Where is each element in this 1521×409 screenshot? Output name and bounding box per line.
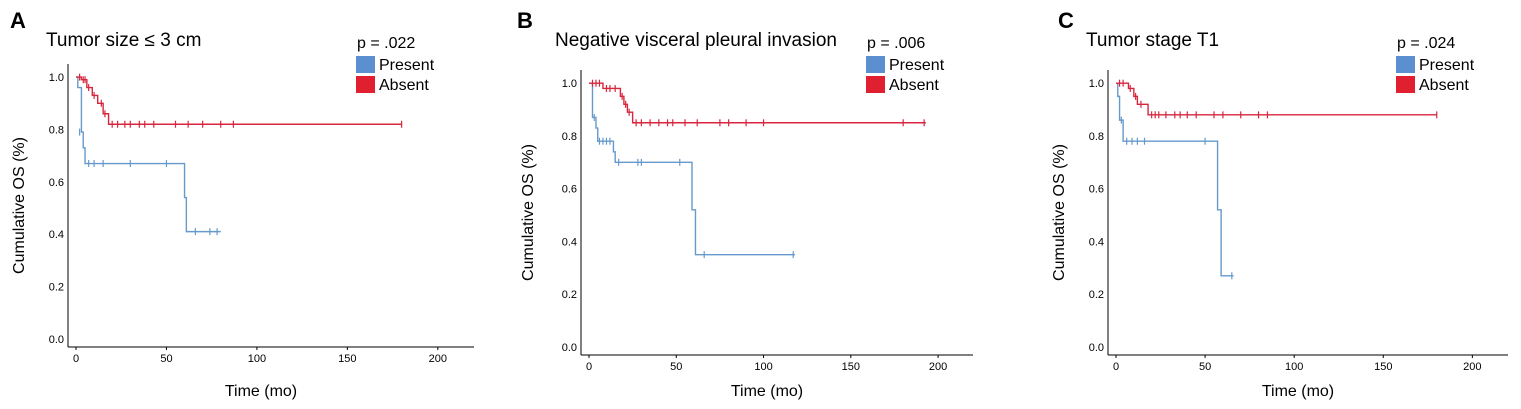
- chart-title: Tumor stage T1: [1086, 30, 1219, 51]
- y-tick-label: 0.2: [49, 282, 64, 294]
- x-tick-label: 150: [842, 361, 860, 373]
- x-tick-label: 50: [670, 361, 682, 373]
- panel-b: B Negative visceral pleural invasion 0.0 0.…: [517, 8, 973, 400]
- y-tick-label: 0.0: [49, 334, 64, 346]
- x-tick-label: 200: [1463, 361, 1481, 373]
- km-curve-absent: [589, 82, 926, 124]
- x-tick-label: 100: [248, 353, 266, 365]
- y-tick-label: 0.4: [49, 229, 64, 241]
- x-tick-label: 100: [754, 361, 772, 373]
- km-curve-present: [76, 76, 221, 233]
- x-tick-label: 100: [1285, 361, 1303, 373]
- legend-swatch-present: [356, 56, 375, 73]
- panel-letter: B: [517, 8, 533, 33]
- y-tick-label: 0.0: [1089, 342, 1104, 354]
- panel-c: C Tumor stage T1 0.0 0.2 0.4 0.6 0.8 1.0 0 50 100 1…: [1051, 8, 1508, 400]
- y-tick-label: 0.6: [49, 177, 64, 189]
- legend-label-absent: Absent: [1419, 77, 1469, 94]
- km-curve-absent: [76, 76, 402, 125]
- panel-letter: A: [10, 8, 26, 33]
- km-curve-absent: [1116, 82, 1437, 116]
- y-tick-label: 0.0: [562, 342, 577, 354]
- y-tick-label: 0.2: [1089, 289, 1104, 301]
- legend-label-present: Present: [889, 57, 945, 74]
- y-axis-label: Cumulative OS (%): [520, 144, 537, 281]
- x-tick-label: 50: [160, 353, 172, 365]
- x-axis-label: Time (mo): [225, 383, 297, 400]
- legend-swatch-present: [866, 56, 885, 73]
- legend-label-present: Present: [379, 57, 435, 74]
- y-tick-label: 1.0: [49, 72, 64, 84]
- x-tick-label: 0: [73, 353, 79, 365]
- km-curve-present: [1116, 82, 1234, 277]
- y-tick-label: 0.4: [562, 236, 577, 248]
- y-tick-label: 1.0: [562, 78, 577, 90]
- x-tick-label: 0: [586, 361, 592, 373]
- x-axis-label: Time (mo): [1262, 383, 1334, 400]
- y-tick-label: 0.6: [562, 184, 577, 196]
- p-value-label: p = .024: [1397, 35, 1455, 52]
- y-tick-label: 0.8: [562, 131, 577, 143]
- km-curve-present: [589, 82, 795, 256]
- y-tick-label: 0.8: [1089, 131, 1104, 143]
- y-tick-label: 0.6: [1089, 184, 1104, 196]
- y-tick-label: 0.2: [562, 289, 577, 301]
- legend-swatch-absent: [866, 76, 885, 93]
- legend-label-present: Present: [1419, 57, 1475, 74]
- legend-label-absent: Absent: [889, 77, 939, 94]
- x-tick-label: 200: [929, 361, 947, 373]
- legend-swatch-present: [1396, 56, 1415, 73]
- chart-title: Tumor size ≤ 3 cm: [46, 30, 201, 51]
- panel-letter: C: [1058, 8, 1074, 33]
- x-tick-label: 0: [1113, 361, 1119, 373]
- panel-a: A Tumor size ≤ 3 cm 0.0 0.2 0.4 0.6 0.8 1.0 0 50 1…: [10, 8, 474, 400]
- legend-swatch-absent: [356, 76, 375, 93]
- p-value-label: p = .022: [357, 35, 415, 52]
- x-tick-label: 150: [338, 353, 356, 365]
- x-tick-label: 50: [1199, 361, 1211, 373]
- y-tick-label: 0.4: [1089, 236, 1104, 248]
- x-tick-label: 150: [1374, 361, 1392, 373]
- y-axis-label: Cumulative OS (%): [1051, 144, 1068, 281]
- legend-label-absent: Absent: [379, 77, 429, 94]
- x-tick-label: 200: [429, 353, 447, 365]
- y-tick-label: 0.8: [49, 124, 64, 136]
- x-axis-label: Time (mo): [731, 383, 803, 400]
- p-value-label: p = .006: [867, 35, 925, 52]
- legend-swatch-absent: [1396, 76, 1415, 93]
- y-tick-label: 1.0: [1089, 78, 1104, 90]
- y-axis-label: Cumulative OS (%): [11, 137, 28, 274]
- chart-title: Negative visceral pleural invasion: [555, 30, 837, 51]
